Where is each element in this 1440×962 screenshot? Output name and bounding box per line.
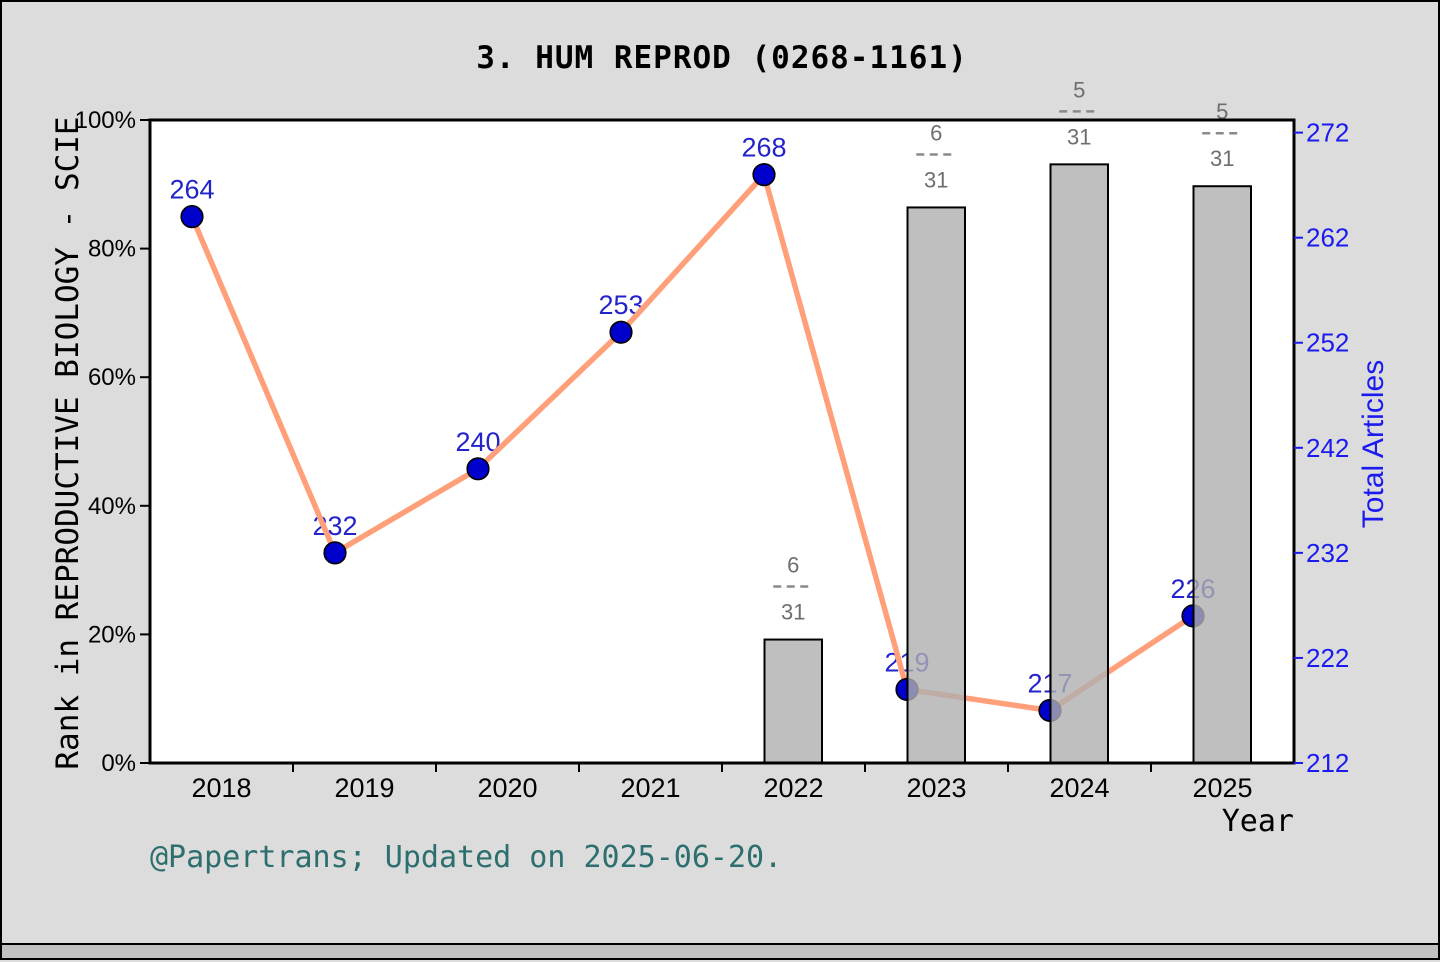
x-tick-label: 2025 xyxy=(1192,773,1252,803)
plot-area xyxy=(150,120,1294,763)
data-point xyxy=(752,163,776,187)
data-point xyxy=(609,320,633,344)
data-point xyxy=(180,205,204,229)
right-tick-label: 212 xyxy=(1306,748,1349,778)
left-tick-label: 0% xyxy=(101,750,136,777)
rank-fraction-numerator: 5 xyxy=(1216,99,1228,124)
rank-fraction-denominator: 31 xyxy=(1067,124,1091,149)
rank-fraction-denominator: 31 xyxy=(781,600,805,625)
left-tick-label: 60% xyxy=(88,364,136,391)
left-tick-label: 100% xyxy=(75,107,136,134)
x-tick-label: 2020 xyxy=(477,773,537,803)
left-tick-label: 20% xyxy=(88,621,136,648)
rank-fraction-denominator: 31 xyxy=(924,167,948,192)
data-point xyxy=(323,541,347,565)
rank-bar xyxy=(763,638,823,765)
rank-bars: 6 31 6 31 5 31 5 31 xyxy=(763,77,1252,765)
data-point-label: 264 xyxy=(169,175,214,205)
x-tick-label: 2021 xyxy=(620,773,680,803)
rank-fraction-numerator: 6 xyxy=(787,553,799,578)
x-axis-title: Year xyxy=(1221,804,1294,839)
right-tick-label: 242 xyxy=(1306,433,1349,463)
rank-bar xyxy=(1192,185,1252,764)
right-tick-label: 272 xyxy=(1306,118,1349,148)
articles-line xyxy=(189,171,1196,714)
x-tick-label: 2024 xyxy=(1049,773,1109,803)
x-tick-label: 2019 xyxy=(334,773,394,803)
x-tick-label: 2022 xyxy=(763,773,823,803)
data-point-label: 268 xyxy=(741,133,786,163)
rank-fraction-numerator: 6 xyxy=(930,120,942,145)
right-tick-label: 252 xyxy=(1306,328,1349,358)
right-tick-label: 232 xyxy=(1306,538,1349,568)
footer-credit: @Papertrans; Updated on 2025-06-20. xyxy=(150,840,783,875)
left-tick-label: 40% xyxy=(88,493,136,520)
left-tick-label: 80% xyxy=(88,236,136,263)
rank-fraction-denominator: 31 xyxy=(1210,146,1234,171)
right-tick-label: 222 xyxy=(1306,643,1349,673)
x-tick-label: 2018 xyxy=(191,773,251,803)
window-frame-bottom xyxy=(2,943,1438,958)
chart-title: 3. HUM REPROD (0268-1161) xyxy=(476,40,968,76)
data-point xyxy=(466,457,490,481)
right-tick-label: 262 xyxy=(1306,223,1349,253)
x-tick-label: 2023 xyxy=(906,773,966,803)
rank-bar xyxy=(906,206,966,764)
rank-bar xyxy=(1049,163,1109,764)
rank-fraction-numerator: 5 xyxy=(1073,77,1085,102)
